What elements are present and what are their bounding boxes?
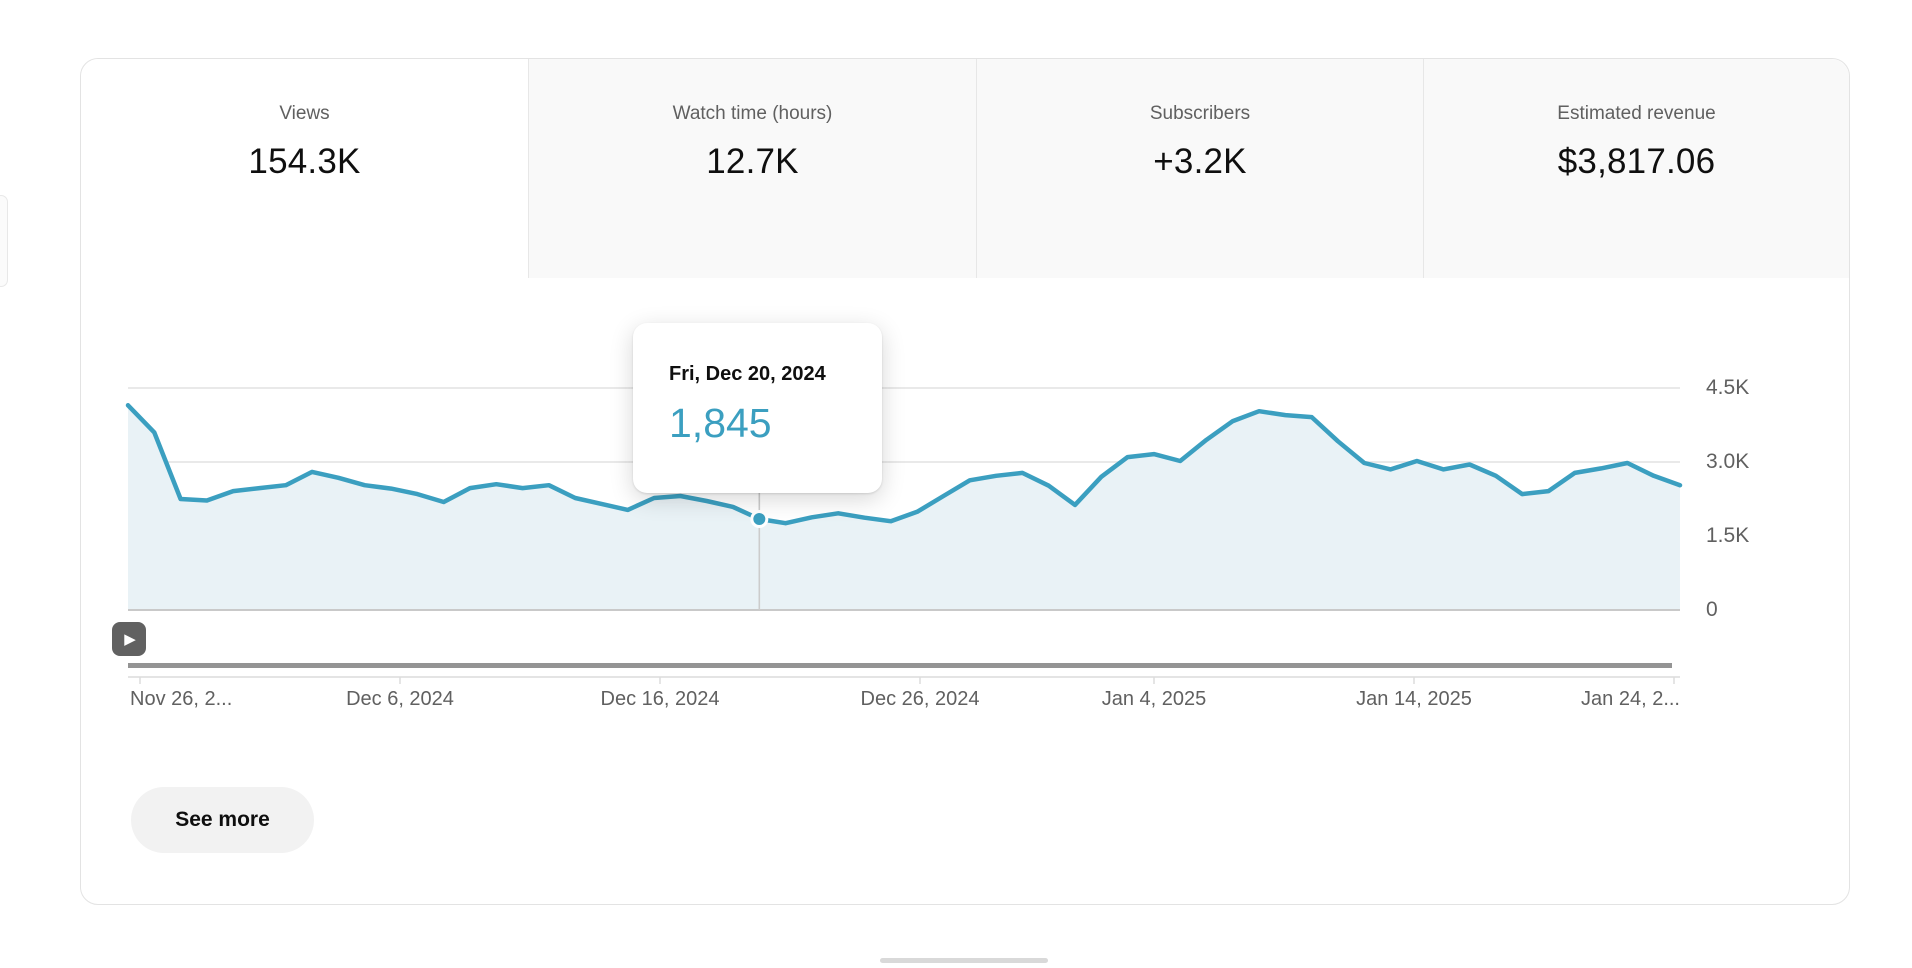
play-icon: ▶ [124, 630, 136, 648]
hover-dot [750, 509, 769, 528]
tab-views[interactable]: Views 154.3K [81, 59, 528, 278]
tab-estimated-revenue-label: Estimated revenue [1557, 103, 1716, 124]
tab-watch-time-label: Watch time (hours) [672, 103, 833, 124]
chart-scrollbar[interactable] [128, 663, 1672, 668]
tab-estimated-revenue[interactable]: Estimated revenue $3,817.06 [1423, 59, 1849, 278]
tab-subscribers[interactable]: Subscribers +3.2K [976, 59, 1423, 278]
channel-analytics-card: Views 154.3K Watch time (hours) 12.7K Su… [80, 58, 1850, 905]
views-line [125, 403, 1683, 526]
video-published-marker[interactable]: ▶ [112, 622, 146, 656]
see-more-button[interactable]: See more [131, 787, 314, 853]
views-area-fill [128, 405, 1680, 610]
tooltip-value: 1,845 [669, 400, 772, 446]
metric-tabs: Views 154.3K Watch time (hours) 12.7K Su… [81, 59, 1849, 278]
tooltip-date: Fri, Dec 20, 2024 [669, 363, 826, 385]
tab-estimated-revenue-value: $3,817.06 [1557, 141, 1716, 181]
tab-subscribers-label: Subscribers [1149, 103, 1251, 124]
tab-subscribers-value: +3.2K [1153, 141, 1247, 181]
tab-views-value: 154.3K [248, 141, 361, 181]
tab-watch-time-value: 12.7K [706, 141, 799, 181]
chart-tooltip: Fri, Dec 20, 2024 1,845 [633, 323, 882, 493]
tab-watch-time[interactable]: Watch time (hours) 12.7K [528, 59, 976, 278]
tab-views-label: Views [279, 103, 330, 124]
bottom-edge-element [880, 958, 1048, 963]
